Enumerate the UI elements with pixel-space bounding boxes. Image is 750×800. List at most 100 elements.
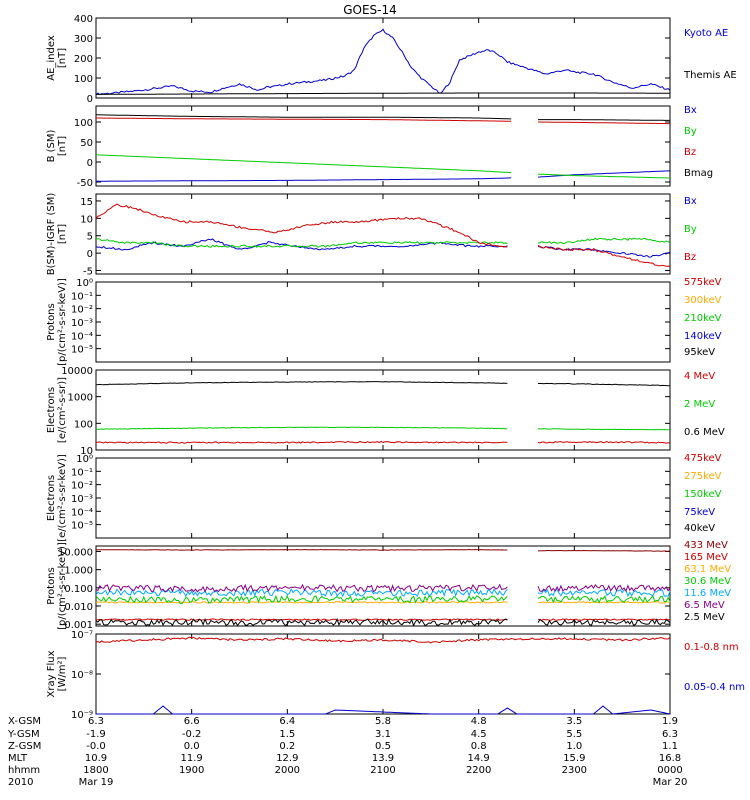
- legend-entry: Bmag: [684, 168, 713, 179]
- y-tick-label: -50: [77, 178, 93, 189]
- legend-entry: 475keV: [684, 453, 722, 464]
- ephemeris-value: 2100: [370, 765, 395, 776]
- ephemeris-value: 1900: [179, 765, 204, 776]
- ephemeris-value: 1.9: [662, 716, 678, 727]
- y-tick-label: 10⁻⁸: [71, 670, 93, 681]
- series-line: [95, 203, 508, 248]
- panel-1: -50 0 50 100 B (SM) [nT] Bx By Bz Bmag: [46, 105, 713, 189]
- y-tick-label: 10⁻²: [71, 305, 93, 316]
- ephemeris-value: 6.3: [88, 716, 104, 727]
- y-tick-label: 10⁻⁹: [71, 710, 93, 721]
- panel-frame: [95, 545, 671, 627]
- series-line: [96, 705, 671, 715]
- ephemeris-value: 0.8: [471, 741, 487, 752]
- y-tick-label: -5: [83, 267, 93, 278]
- series-line: [95, 238, 508, 251]
- series-line: [95, 594, 508, 605]
- chart-title: GOES-14: [343, 3, 397, 17]
- series-line: [95, 548, 508, 551]
- y-tick-label: 10.000: [58, 547, 93, 558]
- series-line: [96, 238, 508, 248]
- series-line: [95, 588, 508, 598]
- y-axis-label: [e/(cm²-s-sr-keV)]: [57, 454, 68, 542]
- legend-entry: 150keV: [684, 489, 722, 500]
- legend-entry: 140keV: [684, 331, 722, 342]
- series-line: [95, 618, 508, 621]
- series-line: [96, 117, 512, 122]
- y-tick-label: 10000: [61, 366, 93, 377]
- ephemeris-value: 1.5: [279, 729, 295, 740]
- series-line: [537, 618, 671, 626]
- series-line: [537, 440, 671, 444]
- series-line: [95, 28, 671, 96]
- legend-entry: 0.1-0.8 nm: [684, 642, 739, 653]
- y-tick-label: 10⁻⁵: [71, 521, 93, 532]
- series-line: [95, 636, 671, 644]
- ephemeris-value: 14.9: [468, 753, 490, 764]
- ephemeris-value: 1.0: [566, 741, 582, 752]
- y-axis-label: [nT]: [57, 224, 68, 244]
- legend-entry: 433 MeV: [684, 540, 728, 551]
- series-line: [538, 382, 670, 387]
- y-tick-label: 10⁰: [76, 454, 93, 465]
- ephemeris-value: -0.0: [86, 741, 106, 752]
- ephemeris-value: -1.9: [86, 729, 106, 740]
- ephemeris-value: 0.5: [375, 741, 391, 752]
- ephemeris-value: 6.6: [184, 716, 200, 727]
- ephemeris-value: 10.9: [85, 753, 107, 764]
- y-tick-label: 10⁻¹: [71, 467, 93, 478]
- y-tick-label: 10⁻³: [71, 494, 93, 505]
- ephemeris-value: 5.8: [375, 716, 391, 727]
- legend-entry: 165 MeV: [684, 552, 728, 563]
- panel-4: 10 100 1000 10000 Electrons [e/(cm²-s-sr)] 4 M…: [46, 366, 725, 457]
- y-tick-label: 10: [80, 446, 93, 457]
- series-line: [537, 549, 671, 552]
- ephemeris-value: Mar 20: [653, 777, 688, 788]
- series-line: [537, 428, 671, 431]
- y-tick-label: 100: [74, 118, 93, 129]
- y-tick-label: 10⁻⁵: [71, 345, 93, 356]
- ephemeris-value: 0000: [657, 765, 682, 776]
- ephemeris-value: 2200: [466, 765, 491, 776]
- ephemeris-value: 4.5: [471, 729, 487, 740]
- y-tick-label: 400: [74, 14, 93, 25]
- y-tick-label: 0: [87, 249, 93, 260]
- legend-entry: 210keV: [684, 313, 722, 324]
- y-tick-label: 10⁻¹: [71, 291, 93, 302]
- y-tick-label: 0: [87, 158, 93, 169]
- legend-entry: 30.6 MeV: [684, 576, 731, 587]
- y-tick-label: 300: [74, 34, 93, 45]
- legend-entry: 0.05-0.4 nm: [684, 682, 745, 693]
- series-line: [537, 245, 671, 267]
- y-tick-label: 10⁻²: [71, 481, 93, 492]
- ephemeris-value: 5.5: [566, 729, 582, 740]
- ephemeris-value: Mar 19: [79, 777, 114, 788]
- ephemeris-value: 12.9: [276, 753, 298, 764]
- y-axis-label: [p/(cm²-s-sr-keV)]: [57, 278, 68, 366]
- y-tick-label: 15: [80, 197, 93, 208]
- ephemeris-value: 6.4: [279, 716, 295, 727]
- legend-entry: 75keV: [684, 507, 715, 518]
- y-tick-label: 200: [74, 54, 93, 65]
- legend-entry: 300keV: [684, 295, 722, 306]
- y-tick-label: 1.000: [64, 566, 93, 577]
- ephemeris-value: 15.9: [563, 753, 585, 764]
- legend-entry: 40keV: [684, 523, 715, 534]
- panel-frame: [95, 633, 671, 715]
- y-tick-label: 100: [74, 74, 93, 85]
- y-axis-label: [nT]: [57, 136, 68, 156]
- y-axis-label: [e/(cm²-s-sr)]: [57, 377, 68, 443]
- ephemeris-value: 3.5: [566, 716, 582, 727]
- legend-entry: 4 MeV: [684, 371, 715, 382]
- y-axis-label: [nT]: [57, 48, 68, 68]
- legend-entry: 95keV: [684, 347, 715, 358]
- legend-entry: 11.6 MeV: [684, 588, 731, 599]
- legend-entry: Bz: [684, 147, 696, 158]
- y-axis-label: [p/(cm²-s-sr-keV)]: [57, 542, 68, 630]
- y-axis-label: Protons: [46, 303, 57, 340]
- legend-entry: 275keV: [684, 471, 722, 482]
- y-tick-label: 50: [80, 138, 93, 149]
- legend-entry: Themis AE: [683, 70, 737, 81]
- panel-frame: [95, 193, 671, 275]
- ephemeris-row-label: X-GSM: [8, 716, 41, 727]
